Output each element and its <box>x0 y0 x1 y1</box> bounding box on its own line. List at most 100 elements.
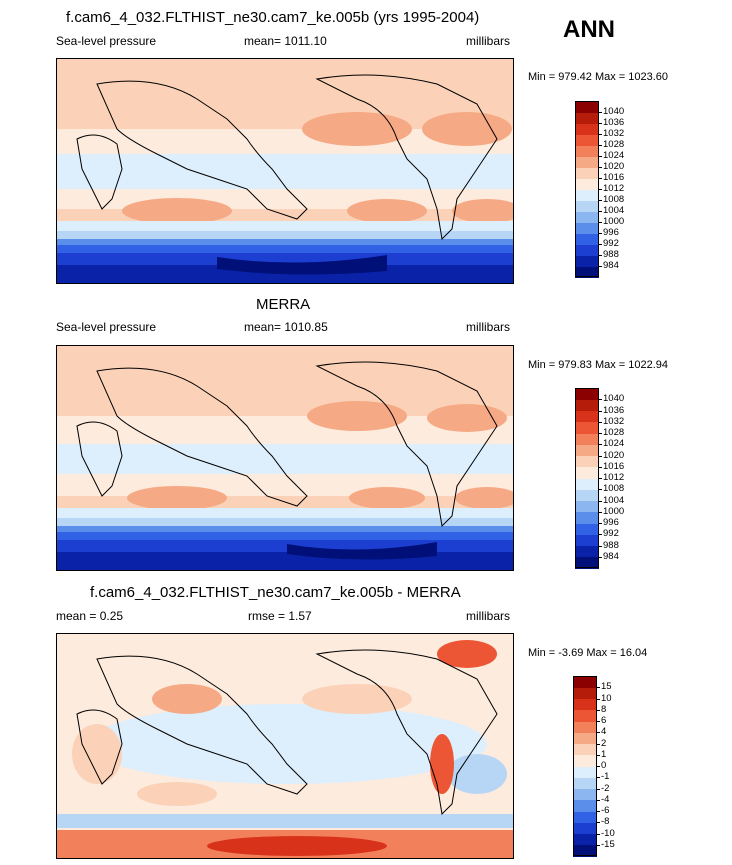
colorbar-swatch <box>575 455 599 468</box>
colorbar-tick <box>597 766 600 767</box>
colorbar-label: 1036 <box>603 404 625 416</box>
colorbar-tick <box>599 433 602 434</box>
panel-3-mean: mean = 0.25 <box>56 609 124 623</box>
colorbar-tick <box>597 833 600 835</box>
colorbar-swatch <box>573 721 597 733</box>
colorbar-label: -2 <box>601 782 610 794</box>
panel-3-field <box>57 634 513 858</box>
colorbar-tick <box>599 511 602 513</box>
colorbar-swatch <box>575 444 599 456</box>
colorbar-tick <box>599 556 602 558</box>
colorbar-tick <box>597 788 600 790</box>
colorbar-label: 996 <box>603 227 619 238</box>
colorbar-label: 1024 <box>603 438 625 450</box>
colorbar-label: 2 <box>601 737 607 749</box>
colorbar-swatch <box>575 189 599 201</box>
colorbar-tick <box>599 421 602 423</box>
colorbar-label: -15 <box>601 838 615 850</box>
colorbar-swatch <box>573 799 597 812</box>
panel-2-title: MERRA <box>256 296 311 313</box>
colorbar-swatch <box>575 200 599 212</box>
colorbar-tick <box>599 211 602 212</box>
colorbar-tick <box>599 200 602 201</box>
colorbar-tick <box>597 709 600 711</box>
colorbar-swatch <box>573 777 597 789</box>
colorbar-tick <box>599 156 602 157</box>
colorbar-tick <box>599 255 602 256</box>
colorbar-label: 1004 <box>603 494 625 506</box>
colorbar-swatch <box>575 233 599 245</box>
colorbar-tick <box>597 698 600 700</box>
panel-2-mean: mean= 1010.85 <box>244 320 328 334</box>
colorbar-tick <box>599 410 602 412</box>
colorbar-swatch <box>575 388 599 400</box>
colorbar-label: 1028 <box>603 427 625 438</box>
colorbar-swatch <box>575 523 599 535</box>
colorbar-tick <box>599 233 602 234</box>
colorbar-tick <box>597 721 600 722</box>
colorbar-swatch <box>575 545 599 558</box>
panel-1-field <box>57 59 513 283</box>
colorbar-label: 0 <box>601 760 607 771</box>
colorbar-label: 996 <box>603 517 619 528</box>
colorbar-tick <box>597 799 600 801</box>
colorbar-swatch <box>575 399 599 411</box>
panel-1-colorbar-box <box>575 101 599 277</box>
colorbar-label: -8 <box>601 816 610 828</box>
colorbar-swatch <box>575 134 599 146</box>
colorbar-swatch <box>575 556 599 569</box>
colorbar-label: 1024 <box>603 150 625 161</box>
colorbar-label: 1040 <box>603 106 625 117</box>
colorbar-tick <box>599 189 602 190</box>
panel-3-map <box>56 633 514 859</box>
colorbar-label: 15 <box>601 681 612 693</box>
colorbar-swatch <box>573 754 597 767</box>
colorbar-swatch <box>575 101 599 113</box>
colorbar-tick <box>597 732 600 734</box>
colorbar-tick <box>597 822 600 824</box>
colorbar-label: 4 <box>601 726 607 738</box>
colorbar-label: 1008 <box>603 194 625 205</box>
panel-1-left-label: Sea-level pressure <box>56 34 157 48</box>
colorbar-swatch <box>575 478 599 490</box>
colorbar-label: 1028 <box>603 139 625 150</box>
colorbar-swatch <box>575 489 599 501</box>
panel-1-map <box>56 58 514 284</box>
colorbar-tick <box>599 489 602 491</box>
colorbar-label: -4 <box>601 793 610 805</box>
colorbar-swatch <box>573 822 597 834</box>
colorbar-swatch <box>575 178 599 190</box>
colorbar-label: -6 <box>601 805 610 816</box>
colorbar-swatch <box>575 222 599 234</box>
colorbar-tick <box>599 478 602 479</box>
colorbar-swatch <box>573 766 597 778</box>
colorbar-tick <box>599 545 602 547</box>
colorbar-label: 984 <box>603 260 619 271</box>
colorbar-tick <box>597 844 600 846</box>
colorbar-swatch <box>575 534 599 546</box>
colorbar-tick <box>599 145 602 146</box>
colorbar-tick <box>599 444 602 446</box>
colorbar-swatch <box>575 123 599 135</box>
colorbar-tick <box>599 112 602 113</box>
colorbar-tick <box>599 500 602 502</box>
colorbar-swatch <box>573 743 597 756</box>
colorbar-label: 8 <box>601 703 607 715</box>
colorbar-swatch <box>575 156 599 168</box>
colorbar-label: 1008 <box>603 483 625 495</box>
colorbar-tick <box>599 123 602 124</box>
panel-1-mean: mean= 1011.10 <box>244 34 327 48</box>
panel-2-units: millibars <box>466 320 511 334</box>
colorbar-tick <box>599 534 602 536</box>
colorbar-swatch <box>573 676 597 688</box>
panel-1-minmax: Min = 979.42 Max = 1023.60 <box>528 71 669 83</box>
colorbar-label: 1000 <box>603 216 625 227</box>
colorbar-swatch <box>575 112 599 124</box>
colorbar-swatch <box>573 788 597 801</box>
colorbar-label: 1032 <box>603 415 625 427</box>
panel-3-units: millibars <box>466 609 511 623</box>
panel-2-minmax: Min = 979.83 Max = 1022.94 <box>528 359 669 371</box>
colorbar-label: 1012 <box>603 472 625 483</box>
colorbar-swatch <box>575 244 599 256</box>
colorbar-swatch <box>573 709 597 722</box>
